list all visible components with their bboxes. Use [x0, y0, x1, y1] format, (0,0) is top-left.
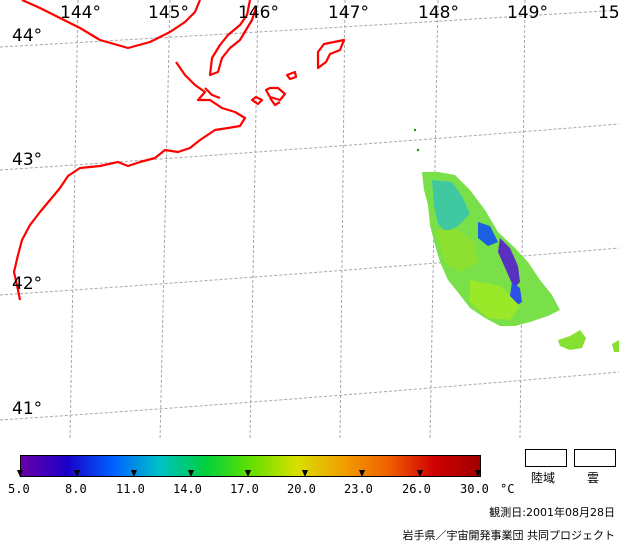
lon-label-150: 15 [598, 3, 619, 23]
lon-label-144: 144° [60, 3, 101, 23]
lon-label-149: 149° [507, 3, 548, 23]
scale-tick-8: 8.0 [65, 482, 87, 496]
lon-label-146: 146° [238, 3, 279, 23]
lat-label-44: 44° [12, 26, 43, 46]
scale-tick-30: 30.0 [460, 482, 489, 496]
cloud-label: 雲 [587, 471, 600, 485]
scale-tick-5: 5.0 [8, 482, 30, 496]
lat-label-41: 41° [12, 399, 43, 419]
coastline [12, 0, 346, 301]
scale-tick-26: 26.0 [402, 482, 431, 496]
sst-swath [413, 128, 619, 352]
scale-tick-17: 17.0 [230, 482, 259, 496]
observation-date: 観測日:2001年08月28日 [489, 506, 615, 519]
lon-label-145: 145° [148, 3, 189, 23]
scale-tick-20: 20.0 [287, 482, 316, 496]
lon-label-147: 147° [328, 3, 369, 23]
color-scale-tick-marks [17, 470, 481, 477]
land-label: 陸域 [531, 471, 556, 485]
scale-tick-14: 14.0 [173, 482, 202, 496]
scale-tick-11: 11.0 [116, 482, 145, 496]
scale-unit: °C [500, 482, 515, 496]
sst-map [0, 0, 619, 440]
lat-label-43: 43° [12, 150, 43, 170]
lon-label-148: 148° [418, 3, 459, 23]
cloud-swatch [574, 449, 616, 467]
lat-label-42: 42° [12, 274, 43, 294]
graticule [0, 0, 619, 440]
land-swatch [525, 449, 567, 467]
credit-text: 岩手県／宇宙開発事業団 共同プロジェクト [402, 529, 616, 542]
scale-tick-23: 23.0 [344, 482, 373, 496]
